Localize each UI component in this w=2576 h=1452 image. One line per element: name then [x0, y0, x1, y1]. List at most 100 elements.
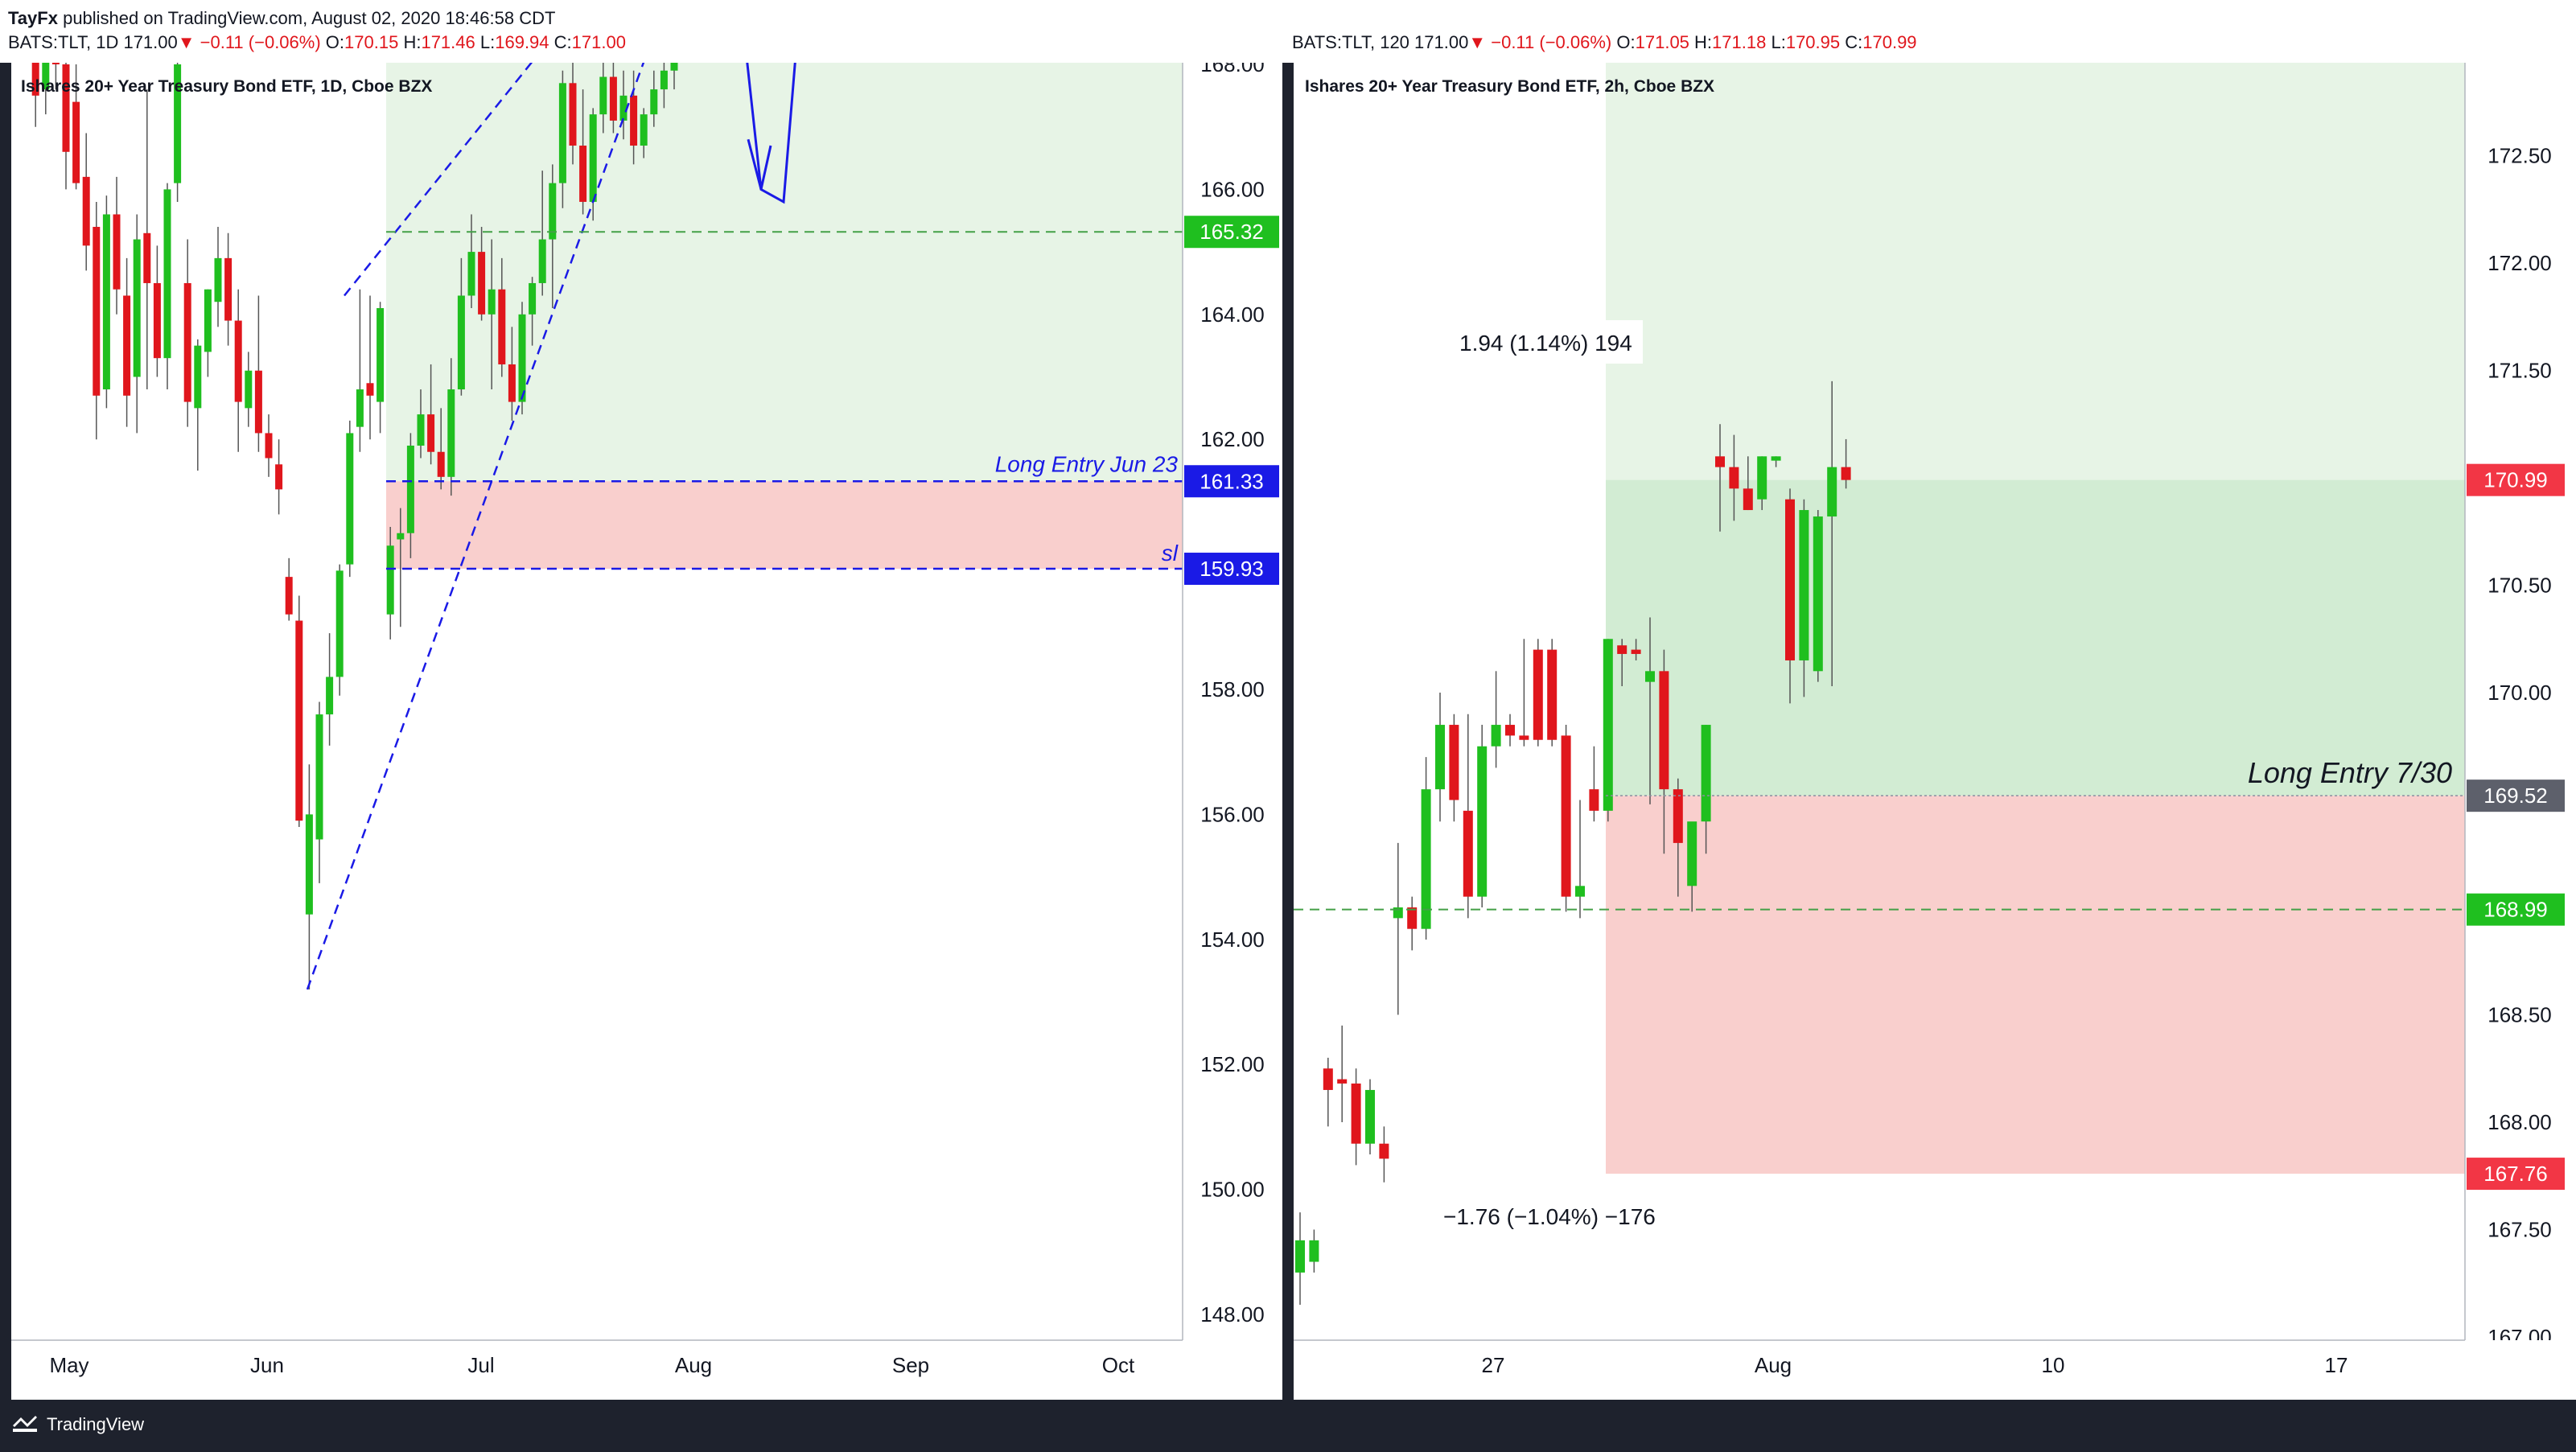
x-tick-label: 27	[1482, 1353, 1505, 1377]
candle	[569, 63, 577, 165]
candle	[1533, 639, 1543, 747]
candle-body	[467, 252, 475, 296]
candle-body	[72, 101, 80, 183]
candle-body	[1463, 810, 1473, 897]
candle	[1813, 510, 1823, 682]
candle	[1575, 800, 1585, 919]
author-name[interactable]: TayFx	[8, 8, 58, 28]
x-axis-bg	[1294, 1340, 2576, 1400]
candle	[1323, 1057, 1333, 1127]
candle-body	[670, 63, 678, 71]
candle-body	[1785, 499, 1795, 660]
candle-body	[538, 239, 546, 283]
candle	[315, 701, 323, 883]
candle-body	[1645, 671, 1655, 682]
candle-body	[1337, 1079, 1348, 1084]
candle	[1799, 499, 1809, 697]
right-open: 171.05	[1635, 32, 1689, 52]
candle	[386, 526, 394, 640]
x-tick-label: 10	[2042, 1353, 2065, 1377]
right-change: ▼ −0.11 (−0.06%)	[1468, 32, 1612, 52]
candle-body	[254, 370, 262, 434]
publish-header: TayFx published on TradingView.com, Augu…	[0, 0, 2576, 63]
candle	[366, 295, 374, 440]
candle	[214, 227, 222, 327]
candle-body	[549, 183, 557, 240]
y-tick-label: 171.50	[2488, 359, 2552, 383]
candle	[508, 327, 516, 421]
entry-label: Long Entry Jun 23	[995, 451, 1179, 476]
candle-body	[529, 282, 537, 315]
candle-body	[245, 370, 253, 409]
price-tag-label: 161.33	[1200, 469, 1264, 493]
candle	[558, 70, 566, 208]
candle-body	[1295, 1240, 1305, 1273]
candle-body	[1757, 456, 1767, 500]
candle	[72, 64, 80, 190]
candle	[1729, 434, 1739, 521]
right-chart-svg[interactable]: 1.94 (1.14%) 194 −1.76 (−1.04%) −176 Long …	[1294, 63, 2576, 1400]
y-tick-label: 172.50	[2488, 144, 2552, 168]
right-chart-panel[interactable]: 1.94 (1.14%) 194 −1.76 (−1.04%) −176 Long …	[1294, 63, 2576, 1400]
candle	[295, 595, 303, 827]
left-change: ▼ −0.11 (−0.06%)	[177, 32, 321, 52]
y-tick-label: 158.00	[1200, 677, 1265, 701]
y-tick-label: 154.00	[1200, 928, 1265, 952]
y-tick-label: 166.00	[1200, 177, 1265, 201]
x-tick-label: Jul	[467, 1353, 494, 1377]
right-last: 171.00	[1414, 32, 1469, 52]
candle	[1827, 380, 1837, 686]
candle	[1477, 725, 1488, 907]
candle	[437, 408, 445, 490]
candle	[356, 289, 364, 452]
profit-label: 1.94 (1.14%) 194	[1459, 331, 1632, 356]
candle-body	[102, 214, 110, 390]
right-low-label: L:	[1771, 32, 1786, 52]
left-quote-line: BATS:TLT, 1D 171.00▼ −0.11 (−0.06%) O:17…	[8, 32, 626, 53]
candle-body	[447, 389, 455, 477]
candle-body	[660, 70, 668, 90]
candle	[275, 439, 283, 515]
candle	[1771, 456, 1781, 467]
candle	[478, 227, 486, 321]
candle	[660, 63, 668, 109]
candle	[1421, 757, 1431, 940]
candle-body	[275, 464, 283, 490]
candle	[163, 183, 171, 390]
candle	[1631, 639, 1641, 660]
candle-body	[326, 677, 334, 715]
left-open: 170.15	[344, 32, 399, 52]
y-tick-label: 162.00	[1200, 427, 1265, 451]
candle-body	[1309, 1240, 1319, 1262]
candle-body	[62, 64, 70, 152]
x-tick-label: Oct	[1102, 1353, 1135, 1377]
left-symbol[interactable]: BATS:TLT, 1D	[8, 32, 119, 52]
candle-body	[630, 95, 638, 146]
y-axis-bg	[2465, 63, 2576, 1340]
candle-body	[174, 64, 182, 183]
candle	[204, 289, 212, 377]
candle	[650, 70, 658, 127]
right-symbol[interactable]: BATS:TLT, 120	[1292, 32, 1409, 52]
candle-body	[478, 252, 486, 315]
left-last: 171.00	[123, 32, 178, 52]
candle	[123, 257, 131, 427]
candle	[1407, 896, 1418, 951]
wedge-lower-trendline	[306, 63, 645, 990]
candle	[224, 232, 232, 346]
projection-arrowhead-down	[747, 138, 772, 190]
candle-body	[1799, 510, 1809, 660]
candle-body	[133, 239, 141, 377]
left-high-label: H:	[403, 32, 422, 52]
candle	[113, 176, 121, 315]
price-tag	[2467, 893, 2565, 926]
candle	[1687, 821, 1697, 912]
candle	[346, 420, 354, 578]
candle	[1547, 639, 1558, 747]
candle-body	[1365, 1089, 1375, 1144]
brand[interactable]: TradingView	[11, 1414, 144, 1435]
price-tag	[2467, 463, 2565, 496]
candle	[1715, 424, 1725, 532]
